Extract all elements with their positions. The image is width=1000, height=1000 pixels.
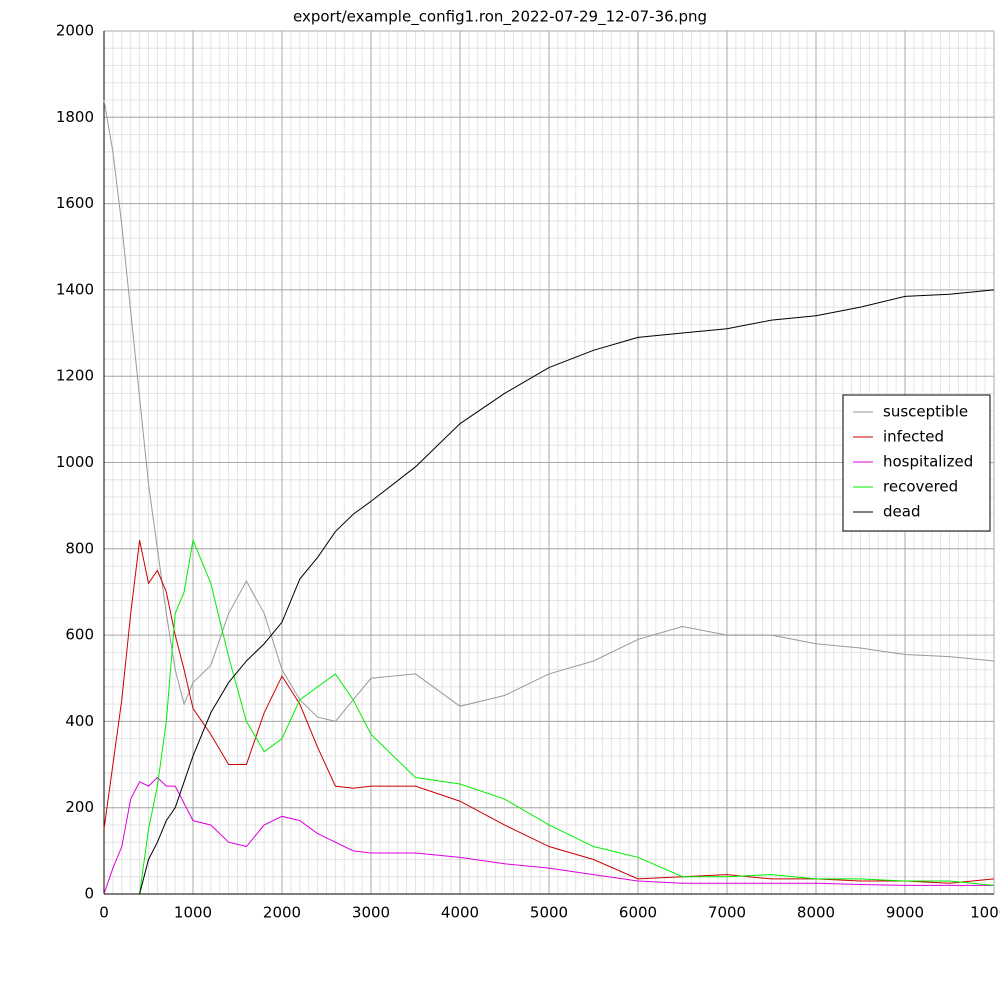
x-tick-label: 4000 [441,904,479,922]
y-tick-label: 2000 [56,22,94,40]
chart-title: export/example_config1.ron_2022-07-29_12… [293,8,707,27]
x-tick-label: 5000 [530,904,568,922]
x-tick-label: 10000 [970,904,1000,922]
x-tick-label: 6000 [619,904,657,922]
y-tick-label: 1400 [56,280,94,298]
series-line [103,776,994,895]
y-tick-label: 200 [65,798,94,816]
y-tick-label: 1000 [56,453,94,471]
legend-label: recovered [883,478,958,496]
y-tick-label: 400 [65,712,94,730]
x-tick-label: 0 [99,904,109,922]
series-line [103,99,995,722]
y-tick-label: 800 [65,539,94,557]
x-tick-label: 1000 [174,904,212,922]
x-tick-label: 7000 [708,904,746,922]
x-tick-label: 9000 [886,904,924,922]
series-line [104,538,995,895]
y-tick-label: 600 [65,626,94,644]
legend-label: susceptible [883,403,968,421]
x-tick-label: 8000 [797,904,835,922]
series-line [104,289,995,895]
y-tick-label: 1600 [56,194,94,212]
x-tick-label: 2000 [263,904,301,922]
y-tick-label: 0 [84,885,94,903]
x-tick-label: 3000 [352,904,390,922]
y-tick-label: 1800 [56,108,94,126]
legend-label: hospitalized [883,453,973,471]
y-tick-label: 1200 [56,367,94,385]
legend-label: dead [883,503,920,521]
legend-label: infected [883,428,944,446]
legend-box [842,394,991,532]
